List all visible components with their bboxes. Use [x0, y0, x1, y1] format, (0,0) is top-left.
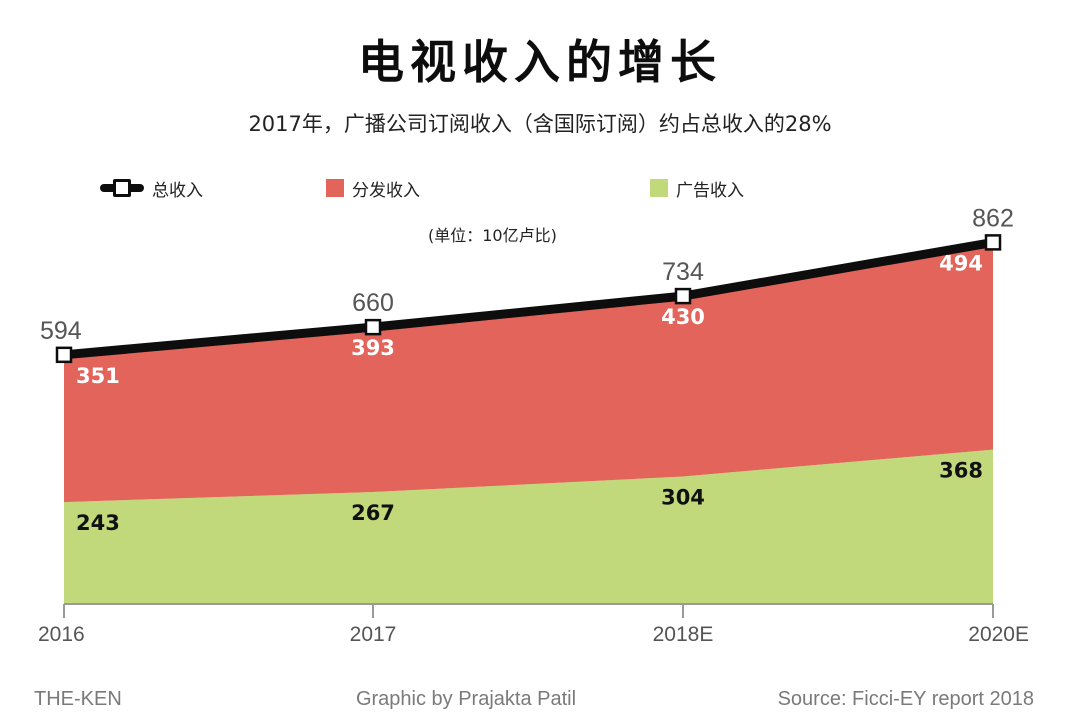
- legend-item-total: 总收入: [100, 176, 203, 201]
- footer-credit: Graphic by Prajakta Patil: [355, 688, 577, 710]
- data-label-distribution: 351: [76, 364, 120, 388]
- legend-line-marker-icon: [100, 176, 144, 200]
- data-label-distribution: 494: [939, 251, 983, 275]
- data-label-advertising: 243: [76, 511, 120, 535]
- x-tick-label: 2017: [350, 623, 397, 646]
- data-label-total: 660: [352, 289, 394, 317]
- legend-label-advertising: 广告收入: [676, 180, 744, 201]
- data-label-distribution: 430: [661, 305, 705, 329]
- data-label-distribution: 393: [351, 336, 395, 360]
- data-label-advertising: 304: [661, 485, 705, 509]
- total-marker: [55, 346, 73, 364]
- footer-source: Source: Ficci-EY report 2018: [777, 688, 1034, 710]
- data-label-total: 862: [972, 204, 1014, 232]
- x-tick-label: 2020E: [968, 623, 1029, 646]
- total-marker: [984, 234, 1002, 251]
- total-marker: [674, 287, 692, 305]
- data-label-total: 734: [662, 258, 704, 286]
- data-label-advertising: 267: [351, 501, 395, 525]
- legend-item-advertising: 广告收入: [650, 176, 744, 201]
- area-distribution: [64, 242, 993, 503]
- legend-swatch-advertising: [650, 179, 668, 197]
- area-advertising: [64, 449, 993, 604]
- chart-subtitle: 2017年，广播公司订阅收入（含国际订阅）约占总收入的28%: [248, 112, 832, 136]
- total-marker: [364, 318, 382, 336]
- data-label-total: 594: [40, 317, 82, 345]
- x-tick-label: 2016: [38, 623, 85, 646]
- unit-note: (单位：10亿卢比): [428, 226, 557, 245]
- x-tick-label: 2018E: [653, 623, 714, 646]
- legend-label-distribution: 分发收入: [352, 180, 420, 201]
- legend-label-total: 总收入: [152, 180, 203, 201]
- data-label-advertising: 368: [939, 459, 983, 483]
- chart-title: 电视收入的增长: [358, 35, 722, 89]
- line-total: [63, 237, 994, 360]
- legend-item-distribution: 分发收入: [326, 176, 420, 201]
- footer-brand: THE-KEN: [34, 688, 122, 710]
- legend-swatch-distribution: [326, 179, 344, 197]
